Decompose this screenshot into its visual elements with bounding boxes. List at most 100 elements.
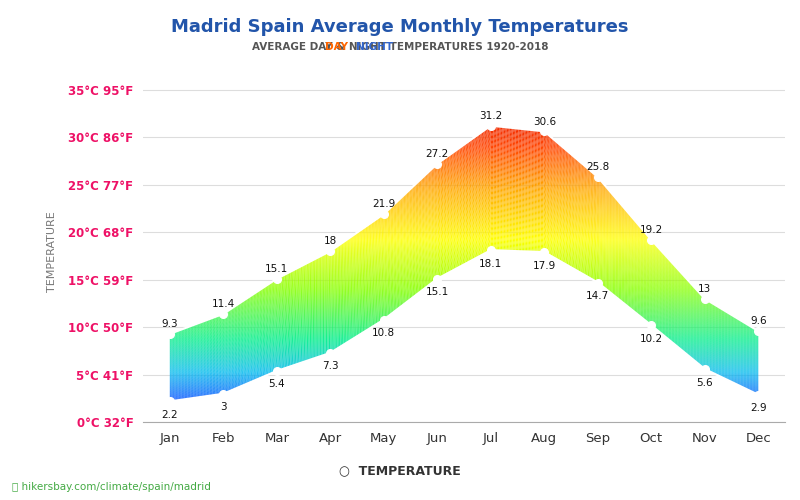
Polygon shape — [471, 158, 473, 160]
Polygon shape — [195, 366, 196, 368]
Polygon shape — [729, 320, 730, 321]
Polygon shape — [439, 255, 441, 257]
Polygon shape — [452, 243, 454, 245]
Polygon shape — [230, 374, 232, 376]
Polygon shape — [608, 254, 610, 256]
Polygon shape — [366, 262, 367, 264]
Polygon shape — [364, 282, 366, 284]
Polygon shape — [348, 276, 350, 278]
Polygon shape — [418, 288, 420, 290]
Polygon shape — [486, 149, 487, 151]
Polygon shape — [432, 266, 433, 268]
Polygon shape — [458, 202, 460, 204]
Polygon shape — [413, 293, 414, 296]
Polygon shape — [517, 128, 518, 130]
Polygon shape — [314, 330, 315, 332]
Polygon shape — [239, 356, 241, 357]
Polygon shape — [699, 363, 701, 365]
Polygon shape — [460, 155, 461, 158]
Polygon shape — [441, 206, 442, 209]
Polygon shape — [655, 270, 657, 272]
Polygon shape — [396, 240, 398, 242]
Polygon shape — [702, 298, 704, 300]
Polygon shape — [586, 230, 588, 232]
Polygon shape — [261, 362, 262, 364]
Polygon shape — [578, 192, 580, 194]
Polygon shape — [602, 242, 604, 245]
Polygon shape — [457, 156, 458, 158]
Polygon shape — [550, 252, 551, 254]
Polygon shape — [450, 213, 451, 215]
Polygon shape — [345, 252, 346, 254]
Polygon shape — [366, 312, 367, 314]
Polygon shape — [725, 328, 726, 330]
Polygon shape — [222, 386, 224, 388]
Polygon shape — [248, 328, 250, 330]
Polygon shape — [234, 314, 236, 316]
Polygon shape — [436, 199, 438, 202]
Polygon shape — [342, 292, 343, 294]
Polygon shape — [330, 290, 332, 292]
Polygon shape — [287, 342, 289, 343]
Polygon shape — [536, 188, 538, 190]
Polygon shape — [220, 342, 222, 343]
Polygon shape — [270, 304, 271, 306]
Polygon shape — [230, 338, 232, 340]
Polygon shape — [264, 326, 266, 328]
Polygon shape — [448, 246, 450, 248]
Polygon shape — [642, 312, 643, 314]
Polygon shape — [306, 329, 308, 330]
Polygon shape — [552, 201, 554, 203]
Polygon shape — [427, 236, 429, 238]
Polygon shape — [682, 290, 683, 292]
Polygon shape — [417, 230, 418, 232]
Polygon shape — [676, 334, 678, 336]
Polygon shape — [501, 126, 502, 128]
Polygon shape — [450, 208, 451, 210]
Polygon shape — [239, 307, 241, 308]
Polygon shape — [385, 312, 386, 315]
Polygon shape — [224, 388, 226, 390]
Polygon shape — [462, 244, 464, 246]
Polygon shape — [434, 272, 436, 274]
Polygon shape — [243, 328, 245, 330]
Polygon shape — [323, 286, 324, 288]
Polygon shape — [598, 258, 599, 260]
Polygon shape — [170, 342, 171, 344]
Polygon shape — [217, 374, 218, 375]
Polygon shape — [367, 277, 369, 279]
Polygon shape — [183, 374, 185, 375]
Polygon shape — [371, 234, 373, 236]
Polygon shape — [723, 364, 725, 366]
Polygon shape — [715, 321, 717, 322]
Polygon shape — [501, 218, 502, 220]
Polygon shape — [548, 232, 550, 234]
Polygon shape — [280, 290, 282, 291]
Polygon shape — [358, 269, 359, 272]
Polygon shape — [511, 215, 513, 216]
Polygon shape — [348, 318, 350, 320]
Polygon shape — [694, 345, 695, 347]
Polygon shape — [305, 270, 306, 272]
Polygon shape — [550, 145, 551, 148]
Polygon shape — [192, 370, 194, 372]
Polygon shape — [358, 298, 359, 300]
Polygon shape — [673, 294, 674, 297]
Polygon shape — [467, 239, 469, 241]
Polygon shape — [439, 254, 441, 256]
Polygon shape — [226, 354, 227, 356]
Polygon shape — [742, 334, 743, 336]
Polygon shape — [199, 324, 201, 326]
Polygon shape — [682, 286, 683, 288]
Polygon shape — [461, 204, 462, 206]
Polygon shape — [186, 346, 187, 348]
Polygon shape — [752, 339, 754, 340]
Polygon shape — [280, 296, 282, 298]
Polygon shape — [215, 340, 217, 341]
Polygon shape — [336, 260, 338, 262]
Polygon shape — [261, 344, 262, 346]
Polygon shape — [402, 238, 404, 240]
Polygon shape — [564, 215, 566, 217]
Polygon shape — [586, 227, 588, 229]
Polygon shape — [271, 337, 273, 338]
